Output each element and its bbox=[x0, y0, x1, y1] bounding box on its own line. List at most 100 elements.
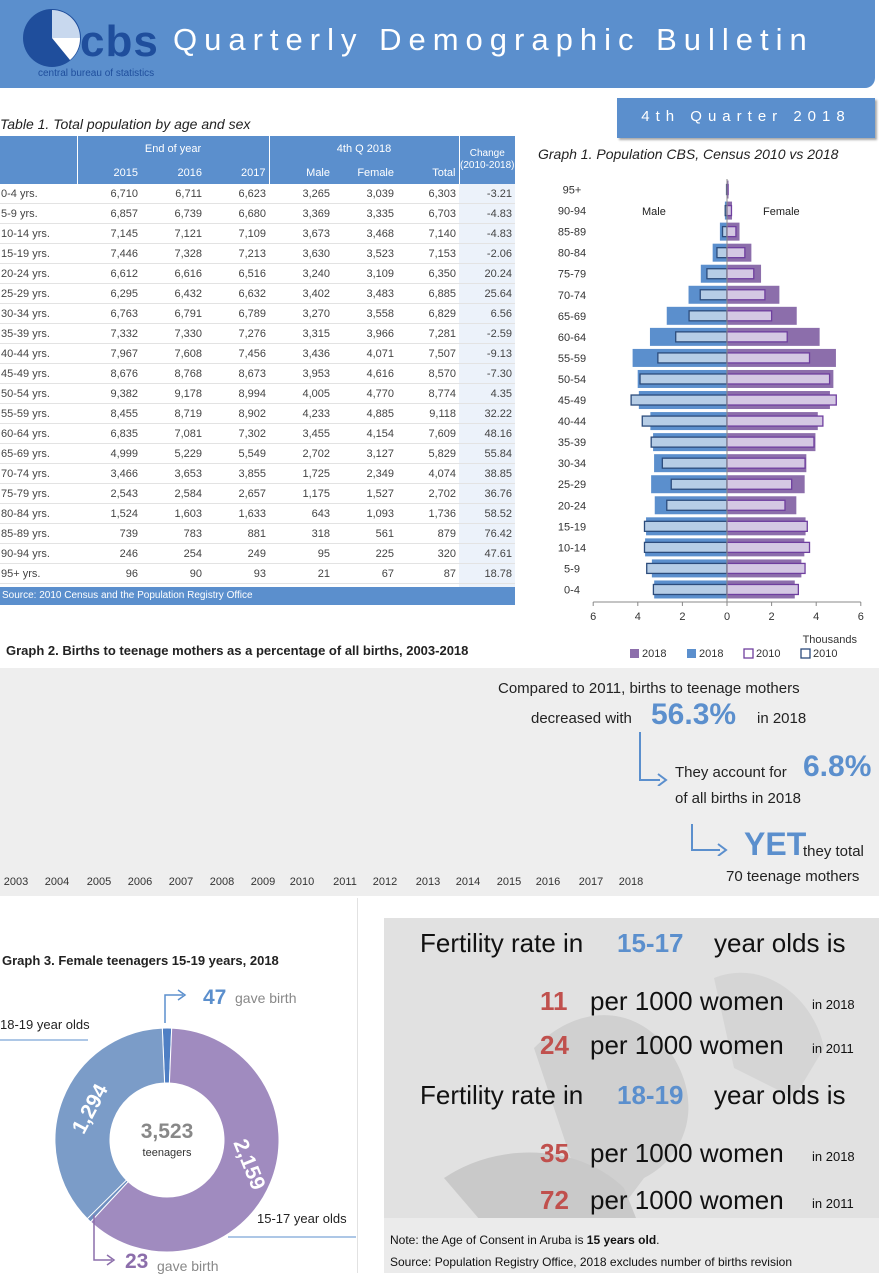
fert-b-year-2018: in 2018 bbox=[812, 1149, 855, 1164]
pyramid-age-label: 50-54 bbox=[558, 374, 586, 386]
table-cell: 36.76 bbox=[459, 484, 515, 504]
table-cell: 8,768 bbox=[141, 364, 205, 384]
pyramid-x-label: Thousands bbox=[803, 634, 858, 646]
pyramid-tick-label: 4 bbox=[635, 611, 641, 623]
row-label: 30-34 yrs. bbox=[0, 304, 77, 324]
donut-center-label: teenagers bbox=[143, 1147, 192, 1159]
pyramid-age-label: 45-49 bbox=[558, 395, 586, 407]
header-end-of-year: End of year bbox=[77, 136, 269, 162]
table-cell: 4,154 bbox=[333, 424, 397, 444]
fert-b-year-2011: in 2011 bbox=[812, 1196, 854, 1211]
table-cell: 6,739 bbox=[141, 204, 205, 224]
table-cell: 6,632 bbox=[205, 284, 269, 304]
table-cell: 2,702 bbox=[397, 484, 459, 504]
row-label: 20-24 yrs. bbox=[0, 264, 77, 284]
gave-birth-15-17-text: gave birth bbox=[157, 1258, 218, 1274]
table-cell: 4,885 bbox=[333, 404, 397, 424]
bar-male-2010 bbox=[642, 416, 727, 426]
teen-births-year-label: 2012 bbox=[373, 876, 397, 888]
table-cell: 2,543 bbox=[77, 484, 141, 504]
table-cell: 3,855 bbox=[205, 464, 269, 484]
table-cell: 249 bbox=[205, 544, 269, 564]
table-cell: 8,676 bbox=[77, 364, 141, 384]
teen-births-year-label: 2007 bbox=[169, 876, 193, 888]
table-cell: 3,270 bbox=[269, 304, 333, 324]
col-header: Female bbox=[333, 162, 397, 184]
bar-male-2010 bbox=[653, 584, 727, 594]
table-cell: 3,630 bbox=[269, 244, 333, 264]
table-cell: 7,330 bbox=[141, 324, 205, 344]
table-cell: 6,829 bbox=[397, 304, 459, 324]
pyramid-age-label: 5-9 bbox=[564, 563, 580, 575]
teen-births-line-chart: 9.7%200311.3%200411.5%200511.8%200611.8%… bbox=[0, 668, 650, 896]
row-label: 75-79 yrs. bbox=[0, 484, 77, 504]
table-cell: 7,140 bbox=[397, 224, 459, 244]
table-cell: 7,153 bbox=[397, 244, 459, 264]
note-post: . bbox=[656, 1233, 659, 1247]
teen-births-year-label: 2008 bbox=[210, 876, 234, 888]
table-cell: 3,315 bbox=[269, 324, 333, 344]
pyramid-age-label: 70-74 bbox=[558, 290, 586, 302]
row-label: 45-49 yrs. bbox=[0, 364, 77, 384]
table-cell: 8,902 bbox=[205, 404, 269, 424]
fert-heading-a-post: year olds is bbox=[714, 928, 846, 959]
teen-births-year-label: 2015 bbox=[497, 876, 521, 888]
table-cell: 4,005 bbox=[269, 384, 333, 404]
table-cell: 8,673 bbox=[205, 364, 269, 384]
quarter-badge: 4th Quarter 2018 bbox=[617, 98, 875, 138]
table-cell: 879 bbox=[397, 524, 459, 544]
pyramid-age-label: 65-69 bbox=[558, 311, 586, 323]
pyramid-age-label: 10-14 bbox=[558, 542, 586, 554]
table-cell: 90 bbox=[141, 564, 205, 584]
fert-b-value-2018: 35 bbox=[540, 1138, 569, 1169]
row-label: 60-64 yrs. bbox=[0, 424, 77, 444]
pyramid-age-label: 30-34 bbox=[558, 458, 586, 470]
col-header: 2015 bbox=[77, 162, 141, 184]
table-cell: 4,999 bbox=[77, 444, 141, 464]
pyramid-legend-swatch bbox=[801, 649, 810, 658]
table-cell: 38.85 bbox=[459, 464, 515, 484]
table-cell: 9,178 bbox=[141, 384, 205, 404]
teen-births-year-label: 2010 bbox=[290, 876, 314, 888]
bar-female-2010 bbox=[727, 374, 830, 384]
fert-b-per-2018: per 1000 women bbox=[590, 1138, 784, 1169]
table-cell: 4,071 bbox=[333, 344, 397, 364]
bar-male-2010 bbox=[671, 479, 727, 489]
table-cell: 6,516 bbox=[205, 264, 269, 284]
table-cell: 20.24 bbox=[459, 264, 515, 284]
table-cell: 3,240 bbox=[269, 264, 333, 284]
pyramid-legend-label: 2018 bbox=[642, 648, 666, 660]
table-cell: 5,229 bbox=[141, 444, 205, 464]
pyramid-age-label: 75-79 bbox=[558, 269, 586, 281]
row-label: 70-74 yrs. bbox=[0, 464, 77, 484]
table-cell: 5,829 bbox=[397, 444, 459, 464]
fert-heading-a-pre: Fertility rate in bbox=[420, 928, 583, 959]
teen-births-year-label: 2011 bbox=[333, 876, 357, 888]
col-header: Male bbox=[269, 162, 333, 184]
table-cell: 6,295 bbox=[77, 284, 141, 304]
table-cell: 3,039 bbox=[333, 184, 397, 204]
pyramid-tick-label: 0 bbox=[724, 611, 730, 623]
bar-male-2010 bbox=[700, 290, 727, 300]
pyramid-legend-label: 2010 bbox=[756, 648, 780, 660]
table-cell: 2,584 bbox=[141, 484, 205, 504]
table-cell: 6,680 bbox=[205, 204, 269, 224]
bar-male-2010 bbox=[651, 437, 727, 447]
table-cell: 3,653 bbox=[141, 464, 205, 484]
bar-female-2010 bbox=[727, 332, 787, 342]
table-cell: -2.59 bbox=[459, 324, 515, 344]
label-15-17: 15-17 year olds bbox=[257, 1211, 347, 1226]
table-cell: 254 bbox=[141, 544, 205, 564]
bar-male-2010 bbox=[631, 395, 727, 405]
bar-female-2010 bbox=[727, 290, 765, 300]
table-cell: 7,121 bbox=[141, 224, 205, 244]
bar-female-2010 bbox=[727, 269, 754, 279]
table-cell: 8,774 bbox=[397, 384, 459, 404]
